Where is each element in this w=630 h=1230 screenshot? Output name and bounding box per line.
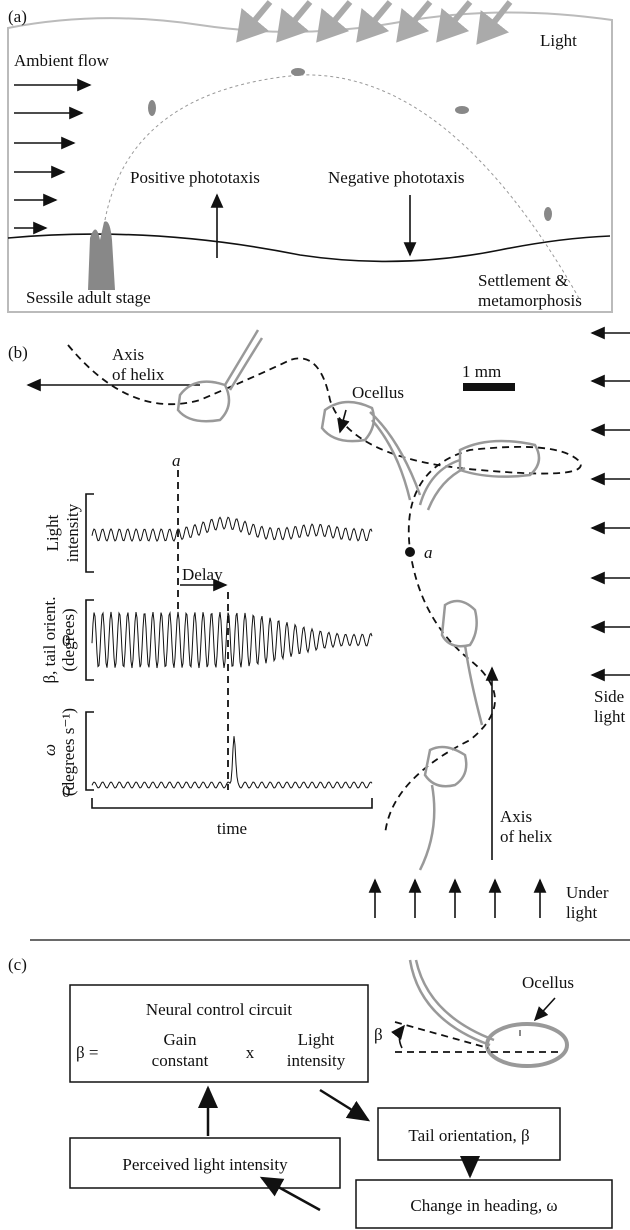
ocellus-arrow [533,997,556,1022]
larvae [148,68,552,221]
label: metamorphosis [478,291,582,310]
panel-b: (b) Axis of helix 1 mm Ocellus a a Light… [8,326,630,922]
angle-arrow [391,1024,405,1049]
side-light-arrows [590,326,630,682]
adult [88,221,115,290]
label: Tail orientation, β [408,1126,529,1145]
y-label: (degrees) [59,608,78,671]
label: Neural control circuit [146,1000,293,1019]
label: Light [540,31,577,50]
ground [7,233,611,263]
box [69,1137,341,1189]
label: Gain [163,1030,197,1049]
label: Perceived light intensity [122,1155,288,1174]
label: Positive phototaxis [130,168,260,187]
ref-line [394,1021,489,1049]
label: Ambient flow [14,51,110,70]
panel-label: (a) [8,7,27,26]
trace [91,611,373,669]
y-label: Light [43,514,62,551]
label: β [374,1025,383,1044]
traces [91,516,373,789]
head [485,1022,569,1068]
label: Under [566,883,609,902]
label: a [172,451,181,470]
ocellus-arrow [337,409,350,434]
zero-label: 0 [62,631,71,650]
label: Negative phototaxis [328,168,464,187]
label: a [424,543,433,562]
light-arrows [236,0,513,45]
label: Ocellus [522,973,574,992]
zero-label: 0 [62,782,71,801]
panel-a: (a) Ambient flow Light Positive phototax… [7,0,613,313]
y-label: β, tail orient. [40,596,59,683]
label: Ocellus [352,383,404,402]
y-brackets [85,493,94,791]
label: Light [298,1030,335,1049]
flow-arrows [198,1085,480,1212]
scale-bar [463,383,515,391]
y-label: intensity [63,503,82,562]
panel-label: (c) [8,955,27,974]
label: Axis [112,345,144,364]
label: Side [594,687,624,706]
trace [91,736,373,789]
under-light-arrows [368,878,547,918]
trajectory [104,74,581,301]
label: Change in heading, ω [410,1196,557,1215]
point-a [405,547,415,557]
label: light [594,707,625,726]
scale-label: 1 mm [462,362,501,381]
label: of helix [500,827,553,846]
label: Axis [500,807,532,826]
time-bracket [91,798,373,809]
box [69,984,369,1083]
label: β = [76,1043,99,1062]
label: Settlement & [478,271,568,290]
label: intensity [287,1051,346,1070]
label: light [566,903,597,922]
label: Delay [182,565,223,584]
label: constant [152,1051,209,1070]
x-label: time [217,819,247,838]
label: of helix [112,365,165,384]
label: x [246,1043,255,1062]
box [355,1179,613,1229]
trace [91,516,373,542]
label: Sessile adult stage [26,288,151,307]
y-label: (degrees s⁻¹) [59,708,78,796]
panel-c: (c) Neural control circuit β = Gain cons… [8,955,613,1229]
tail [408,959,495,1047]
larvae [176,329,541,871]
y-label: ω [40,744,59,756]
flow-arrows [14,78,92,235]
panel-label: (b) [8,343,28,362]
